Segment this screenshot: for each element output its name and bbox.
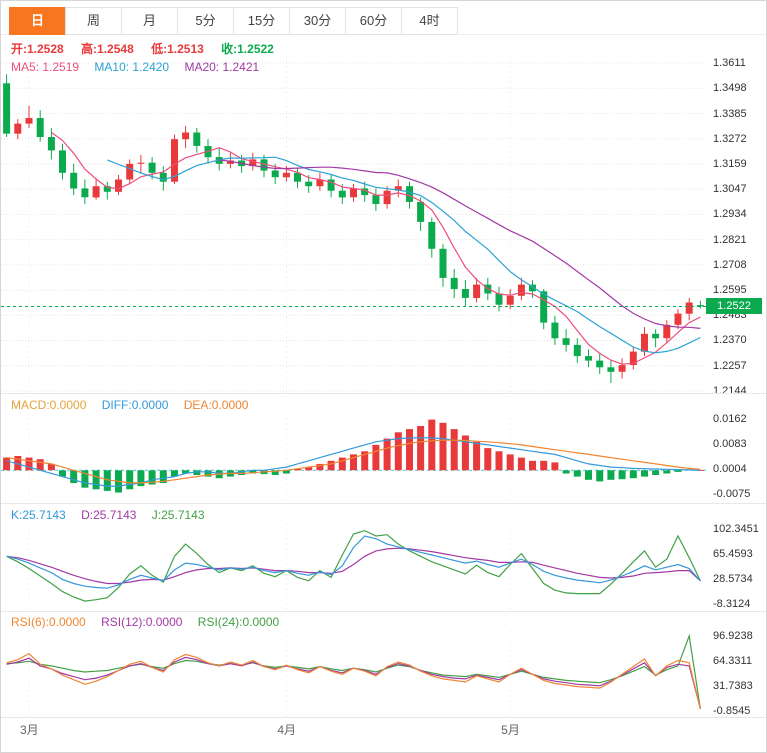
rsi-axis-tick: 64.3311 — [713, 655, 752, 667]
high-value: 高:1.2548 — [81, 42, 134, 56]
tab-5min[interactable]: 5分 — [177, 7, 234, 35]
k-value-label: K:25.7143 — [11, 508, 66, 522]
price-axis-tick: 1.3272 — [713, 132, 747, 145]
close-value: 收:1.2522 — [221, 42, 274, 56]
macd-axis-tick: -0.0075 — [713, 488, 751, 500]
macd-legend: MACD:0.0000 DIFF:0.0000 DEA:0.0000 — [11, 398, 260, 412]
tab-60min[interactable]: 60分 — [345, 7, 402, 35]
rsi24-value-label: RSI(24):0.0000 — [197, 615, 280, 629]
month-label: 3月 — [19, 723, 39, 737]
price-axis-tick: 1.3611 — [713, 57, 746, 69]
d-value-label: D:25.7143 — [81, 508, 137, 522]
price-axis-tick: 1.2708 — [713, 258, 747, 271]
ma-legend: MA5: 1.2519 MA10: 1.2420 MA20: 1.2421 — [11, 60, 271, 74]
month-label: 5月 — [501, 723, 520, 737]
macd-axis-tick: 0.0004 — [713, 463, 747, 475]
tab-day[interactable]: 日 — [9, 7, 66, 35]
tab-month[interactable]: 月 — [121, 7, 178, 35]
macd-panel[interactable] — [1, 413, 706, 503]
price-axis-tick: 1.2257 — [713, 359, 747, 372]
price-axis-tick: 1.2934 — [713, 208, 747, 221]
rsi-axis-tick: 31.7383 — [713, 680, 753, 692]
panel-divider — [1, 393, 766, 394]
open-value: 开:1.2528 — [11, 42, 64, 56]
price-axis-tick: 1.2595 — [713, 284, 747, 297]
kdj-axis-tick: 102.3451 — [713, 523, 759, 535]
kdj-legend: K:25.7143 D:25.7143 J:25.7143 — [11, 508, 217, 522]
tab-30min[interactable]: 30分 — [289, 7, 346, 35]
low-value: 低:1.2513 — [151, 42, 204, 56]
price-axis-tick: 1.2821 — [713, 233, 747, 246]
macd-axis-tick: 0.0162 — [713, 413, 747, 425]
panel-divider — [1, 611, 766, 612]
ma5-label: MA5: 1.2519 — [11, 60, 80, 74]
j-value-label: J:25.7143 — [151, 508, 205, 522]
rsi-panel[interactable] — [1, 630, 706, 717]
rsi-axis-tick: -0.8545 — [713, 705, 751, 717]
tab-4hour[interactable]: 4时 — [401, 7, 458, 35]
panel-divider — [1, 503, 766, 504]
kdj-axis-tick: -8.3124 — [713, 598, 751, 610]
last-price-badge: 1.2522 — [706, 298, 762, 315]
kdj-axis-tick: 65.4593 — [713, 548, 753, 560]
tab-15min[interactable]: 15分 — [233, 7, 290, 35]
timeframe-toolbar: 日 周 月 5分 15分 30分 60分 4时 — [9, 7, 458, 35]
kdj-axis-tick: 28.5734 — [713, 573, 753, 585]
macd-value-label: MACD:0.0000 — [11, 398, 87, 412]
bottom-divider — [1, 717, 766, 718]
price-axis-tick: 1.2370 — [713, 334, 747, 347]
price-axis-tick: 1.2144 — [713, 385, 747, 397]
tab-week[interactable]: 周 — [65, 7, 122, 35]
month-label: 4月 — [277, 723, 297, 737]
price-axis-tick: 1.3498 — [713, 82, 747, 95]
ma20-label: MA20: 1.2421 — [184, 60, 260, 74]
price-axis-tick: 1.3159 — [713, 158, 747, 171]
rsi-axis-tick: 96.9238 — [713, 630, 753, 642]
diff-value-label: DIFF:0.0000 — [101, 398, 169, 412]
ma10-label: MA10: 1.2420 — [94, 60, 170, 74]
rsi12-value-label: RSI(12):0.0000 — [101, 615, 183, 629]
kdj-panel[interactable] — [1, 523, 706, 611]
ohlc-readout: 开:1.2528 高:1.2548 低:1.2513 收:1.2522 — [11, 40, 288, 57]
dea-value-label: DEA:0.0000 — [183, 398, 249, 412]
price-candlestick-chart[interactable] — [1, 56, 706, 393]
macd-axis-tick: 0.0083 — [713, 438, 747, 450]
price-axis-tick: 1.3385 — [713, 107, 747, 120]
price-axis-tick: 1.3047 — [713, 183, 747, 196]
rsi6-value-label: RSI(6):0.0000 — [11, 615, 86, 629]
rsi-legend: RSI(6):0.0000 RSI(12):0.0000 RSI(24):0.0… — [11, 615, 291, 629]
